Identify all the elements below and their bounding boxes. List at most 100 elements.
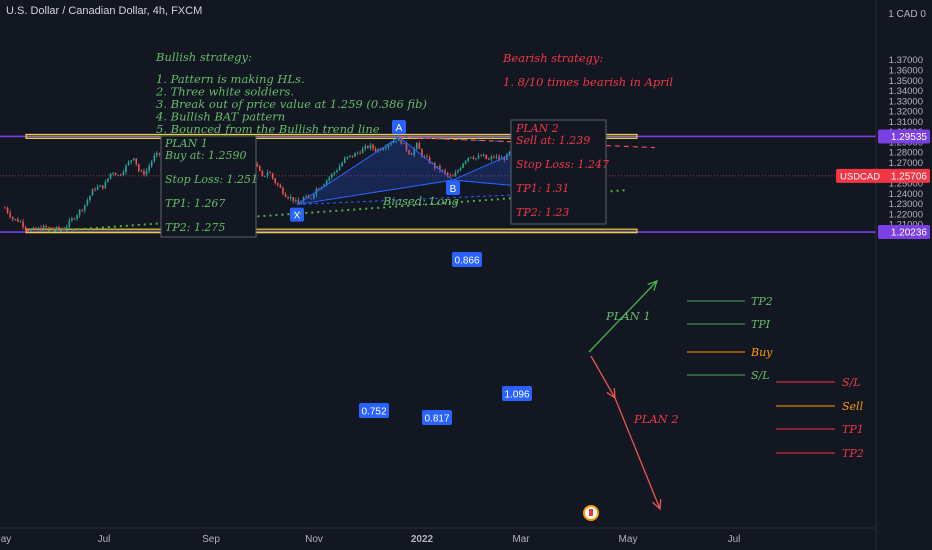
candle [76,215,78,219]
price-tick: 1.23000 [889,199,923,210]
candle [292,196,295,202]
plan1-line: PLAN 1 [164,137,208,150]
plan1-arrow [588,280,658,353]
candle [295,200,297,202]
candle [73,218,76,220]
candle [351,155,354,157]
plan2-arrow-label: PLAN 2 [633,412,679,426]
zone-support [25,228,638,234]
candle [107,178,109,182]
ratio-badge [422,410,452,425]
candle [156,152,158,156]
current-price-value: 1.25706 [891,171,928,182]
candle [446,172,449,176]
candle [256,164,259,167]
candle [508,151,511,154]
candle [89,195,91,201]
candle [148,166,150,171]
candle [408,150,410,154]
bullish-line: 5. Bounced from the Bullish trend line [156,122,380,136]
plan1-line: TP2: 1.275 [165,221,225,234]
time-tick: ay [1,534,12,545]
candle [346,156,349,159]
candle [86,200,89,205]
plan2-level-label: Sell [842,400,864,413]
candle [274,178,277,184]
candle [114,172,117,176]
candle [60,228,63,230]
candle [83,204,86,211]
price-tick: 1.22000 [889,209,923,220]
candle [271,173,274,179]
plan2-line: PLAN 2 [515,122,559,135]
candle [333,172,336,174]
candle [276,183,279,186]
candle [45,225,47,228]
candle [99,185,102,187]
ratio-badge [359,403,389,418]
candle [336,170,338,173]
ratio-badge [452,252,482,267]
candle [405,143,408,151]
candle [464,160,467,164]
plan1-arrow-head [647,279,659,291]
plan1-line: TP1: 1.267 [165,197,225,210]
candle [325,180,328,185]
price-tick: 1.37000 [889,55,923,66]
candle [55,227,58,230]
candle [287,196,289,199]
ratio-label: 0.752 [361,407,386,418]
level-badge [878,225,930,240]
time-tick: Nov [305,534,323,545]
price-tick: 1.31000 [889,117,923,128]
candle [400,136,403,144]
plan2-arrow-2 [614,397,661,510]
candle [359,152,361,154]
candle [4,207,6,209]
candle [63,228,65,230]
time-tick: Mar [512,534,530,545]
candle [127,162,130,166]
candle [331,173,333,178]
candle [490,156,493,160]
candle [343,158,346,163]
candle [17,219,19,222]
candle [9,212,11,218]
candle [395,140,397,142]
candle [449,175,452,176]
candle [94,189,96,190]
candle [313,194,315,199]
price-tick: 1.32000 [889,107,923,118]
price-axis[interactable] [876,0,932,550]
candle [305,196,307,198]
bullish-title: Bullish strategy: [155,50,252,64]
candle [454,172,457,177]
candle [413,148,415,155]
time-tick: Jul [728,534,741,545]
candle [354,153,356,157]
candle [457,170,459,173]
candle [47,227,50,228]
level-badge-label: 1.29535 [891,132,928,143]
candle [153,155,156,162]
candle [328,177,331,181]
candle [441,170,444,172]
plan1-box [160,135,257,238]
candle [372,144,374,149]
bullish-line: 1. Pattern is making HLs. [156,72,305,86]
candle [104,181,107,189]
candle [480,155,482,157]
candle [426,156,428,158]
candle [140,170,143,172]
plan2-line: TP2: 1.23 [516,206,569,219]
price-tick: 1.36000 [889,66,923,77]
time-tick: Sep [202,534,220,545]
plan2-arrow-1 [590,355,616,399]
candle [279,185,282,188]
plan1-line: Buy at: 1.2590 [164,149,247,162]
plan1-line: Stop Loss: 1.251 [165,173,258,186]
ratio-label: 0.817 [424,414,449,425]
plan2-line: Stop Loss: 1.247 [516,158,609,171]
candle [284,193,287,197]
